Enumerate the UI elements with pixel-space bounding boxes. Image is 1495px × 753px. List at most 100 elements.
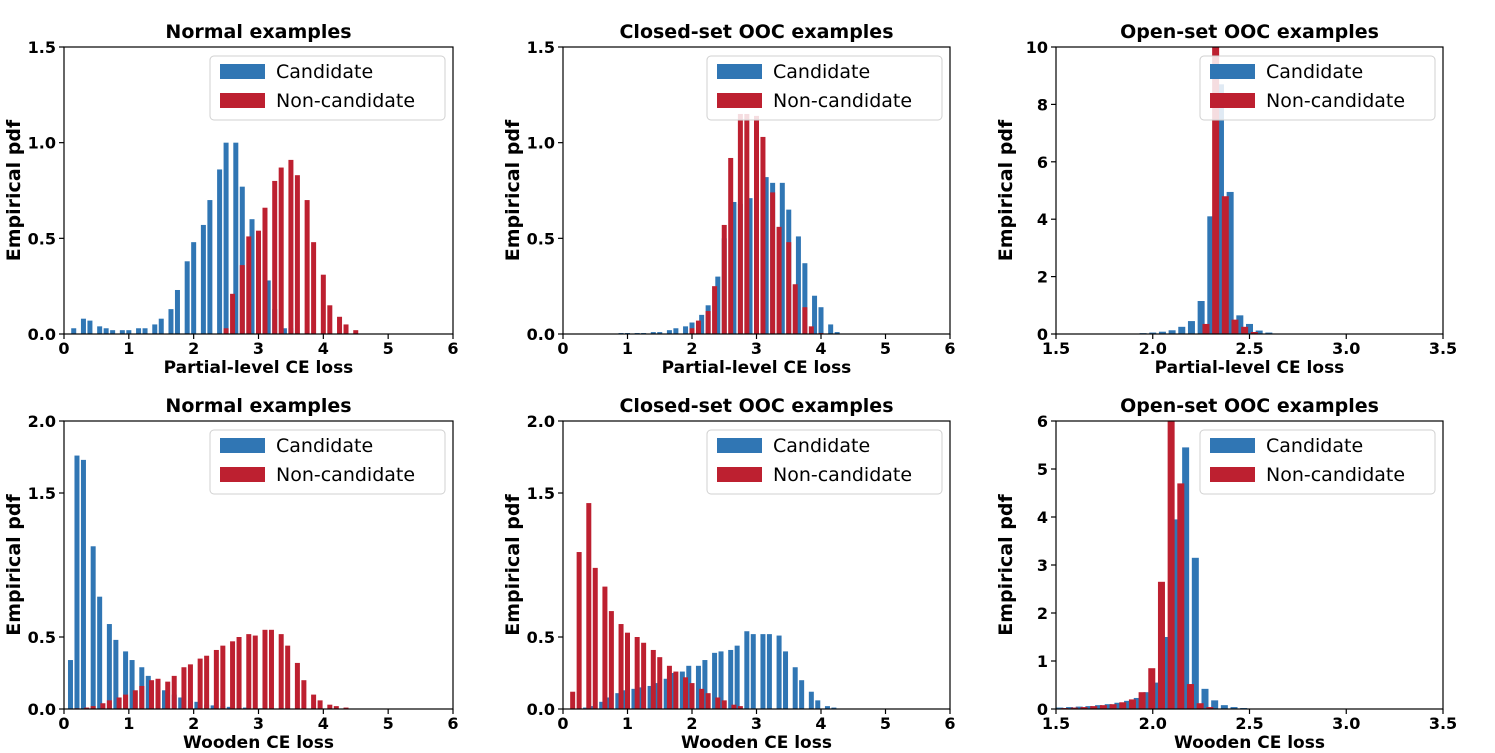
bar [1216, 84, 1224, 334]
chart-panel-2: 0 1 2 3 4 5 6 0.0 0.5 1.0 1.5 Closed-set OOC exampl… [502, 21, 956, 378]
legend-label-non-candidate: Non-candidate [773, 464, 912, 486]
bar [657, 657, 663, 709]
bar [702, 660, 708, 709]
bar [618, 624, 624, 709]
x-tick-label: 4 [318, 339, 329, 358]
y-tick-label: 3 [1037, 556, 1048, 575]
legend: Candidate Non-candidate [1199, 429, 1436, 495]
bar [679, 671, 685, 709]
bar [783, 651, 789, 709]
bar [281, 328, 287, 334]
bar [1172, 519, 1180, 709]
y-tick-label: 6 [1037, 412, 1048, 431]
y-tick-label: 0.0 [527, 325, 555, 344]
bar [786, 242, 792, 334]
bar [87, 320, 93, 334]
bar [760, 136, 766, 334]
legend-swatch-non-candidate [220, 93, 265, 108]
x-tick-label: 2 [188, 339, 199, 358]
bar [327, 704, 333, 709]
bar [808, 326, 814, 334]
bar [1168, 330, 1176, 334]
bar [187, 664, 193, 709]
bar [1119, 702, 1127, 709]
chart-panel-4: 0 1 2 3 4 5 6 0.0 0.5 1.5 2.0 Normal examples Wooden… [3, 395, 459, 753]
series-non-candidate [223, 159, 359, 334]
x-axis-label: Wooden CE loss [1174, 733, 1325, 753]
bar [1211, 700, 1219, 709]
bar [1109, 704, 1117, 709]
bar [1090, 706, 1098, 709]
bar [621, 690, 627, 709]
bar [734, 645, 740, 709]
bar [1178, 326, 1186, 334]
bar [705, 311, 711, 334]
bar [605, 697, 611, 709]
bar [265, 280, 271, 334]
series-candidate [1139, 84, 1273, 334]
legend: Candidate Non-candidate [706, 429, 943, 495]
legend-swatch-non-candidate [220, 467, 265, 482]
x-tick-label: 4 [815, 714, 826, 733]
x-tick-label: 3 [751, 714, 762, 733]
x-axis-label: Wooden CE loss [681, 733, 832, 753]
bar [1157, 581, 1165, 709]
bar [1070, 707, 1078, 709]
bar [625, 632, 630, 709]
y-axis-label: Empirical pdf [3, 119, 25, 261]
bar [737, 706, 743, 709]
bar [657, 332, 663, 334]
bar [663, 678, 669, 709]
bar [1246, 323, 1253, 334]
x-tick-label: 2.0 [1139, 714, 1167, 733]
bar [570, 691, 576, 709]
bar [132, 690, 138, 709]
legend: Candidate Non-candidate [209, 55, 446, 121]
bar [583, 707, 589, 709]
bar [217, 169, 223, 334]
bar [278, 167, 284, 334]
bar [103, 328, 109, 334]
bar [343, 324, 349, 334]
y-axis-label: Empirical pdf [502, 494, 524, 636]
series-non-candidate [1061, 421, 1214, 709]
bar [683, 677, 689, 709]
bar [1177, 483, 1185, 709]
bar [689, 683, 695, 709]
bar [337, 316, 343, 334]
legend-box [706, 429, 943, 495]
bar [97, 596, 103, 709]
x-tick-label: 0 [58, 339, 69, 358]
x-tick-label: 2.0 [1139, 339, 1167, 358]
bar [294, 662, 300, 709]
y-tick-label: 0.5 [527, 628, 555, 647]
bar [301, 680, 307, 709]
x-tick-label: 3 [253, 339, 264, 358]
x-tick-label: 0 [58, 714, 69, 733]
bar [670, 673, 676, 709]
bar [712, 286, 718, 334]
x-tick-label: 1.5 [1042, 339, 1070, 358]
bar [353, 330, 359, 334]
legend-label-candidate: Candidate [773, 61, 870, 83]
bar [139, 685, 145, 709]
bar [220, 645, 226, 709]
bar [1099, 705, 1107, 709]
x-tick-label: 1.5 [1042, 714, 1070, 733]
bar [71, 328, 77, 334]
bar [223, 142, 229, 334]
bar [1104, 704, 1112, 709]
bar [689, 328, 695, 334]
bar [589, 706, 595, 709]
bar [272, 180, 278, 334]
bar [792, 284, 798, 334]
bar [204, 655, 210, 709]
bar [828, 324, 834, 334]
y-tick-label: 1.0 [28, 134, 56, 153]
legend-label-candidate: Candidate [1266, 435, 1363, 457]
bar [294, 175, 300, 334]
bar [1191, 557, 1199, 709]
bar [1220, 705, 1228, 709]
series-candidate [1056, 447, 1267, 710]
bar [1138, 692, 1146, 709]
